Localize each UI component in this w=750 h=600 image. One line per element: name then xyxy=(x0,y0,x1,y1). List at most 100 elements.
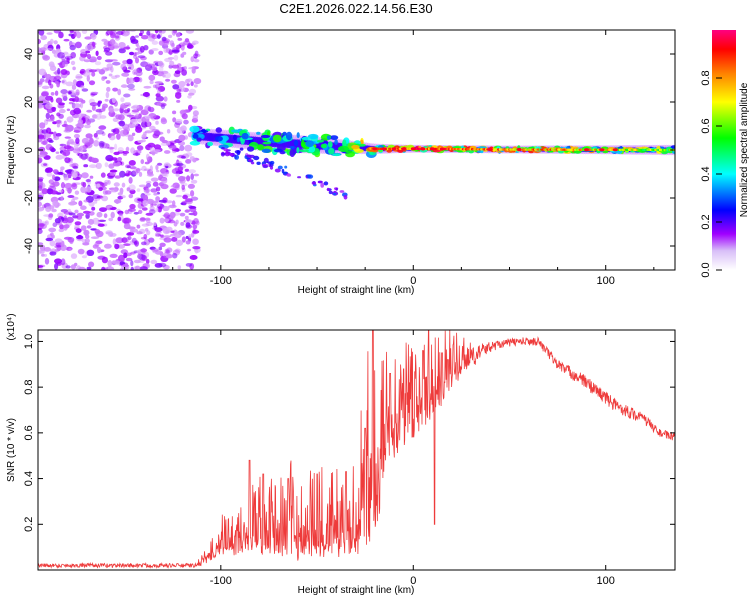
spectrogram-noise-blob xyxy=(91,105,96,111)
spectrogram-noise-blob xyxy=(89,56,97,63)
spectrogram-noise-blob xyxy=(126,58,133,65)
spectrogram-noise-blob xyxy=(71,84,77,90)
spectrogram-branch-blob xyxy=(333,192,336,196)
spectrogram-noise-blob xyxy=(172,117,177,123)
spectrogram-noise-blob xyxy=(140,248,148,253)
spectrogram-ytick-label: -20 xyxy=(23,190,35,206)
spectrogram-noise-blob xyxy=(59,147,65,151)
spectrogram-noise-blob xyxy=(156,34,161,39)
spectrogram-noise-blob xyxy=(38,207,43,212)
spectrogram-noise-blob xyxy=(53,40,58,45)
spectrogram-noise-blob xyxy=(86,53,92,60)
spectrogram-noise-blob xyxy=(188,234,192,239)
snr-series-line xyxy=(38,330,675,569)
spectrogram-xtick-label: 0 xyxy=(410,275,416,287)
spectrogram-signal-blob xyxy=(282,131,287,137)
spectrogram-noise-blob xyxy=(46,32,53,35)
spectrogram-noise-blob xyxy=(175,194,183,198)
spectrogram-noise-blob xyxy=(118,254,125,262)
spectrogram-noise-blob xyxy=(52,181,60,187)
spectrogram-noise-blob xyxy=(75,76,83,79)
spectrogram-noise-blob xyxy=(96,211,103,218)
spectrogram-noise-blob xyxy=(147,142,156,148)
spectrogram-noise-blob xyxy=(141,116,146,123)
spectrogram-noise-blob xyxy=(54,80,59,84)
spectrogram-noise-blob xyxy=(173,231,182,239)
spectrogram-noise-blob xyxy=(127,108,131,112)
spectrogram-noise-blob xyxy=(39,79,43,85)
spectrogram-noise-blob xyxy=(151,151,156,156)
spectrogram-noise-blob xyxy=(83,199,89,203)
spectrogram-noise-blob xyxy=(183,119,189,125)
spectrogram-noise-blob xyxy=(38,223,45,227)
spectrogram-noise-blob xyxy=(45,237,54,242)
spectrogram-noise-blob xyxy=(38,227,42,231)
spectrogram-signal-blob xyxy=(256,144,265,151)
spectrogram-signal-blob xyxy=(327,141,333,148)
spectrogram-noise-blob xyxy=(43,247,52,252)
spectrogram-noise-blob xyxy=(151,203,157,206)
spectrogram-noise-blob xyxy=(159,242,166,247)
spectrogram-noise-blob xyxy=(60,240,65,248)
spectrogram-marks xyxy=(38,30,675,270)
spectrogram-noise-blob xyxy=(179,145,185,152)
spectrogram-noise-blob xyxy=(127,66,132,70)
spectrogram-noise-blob xyxy=(190,190,195,197)
spectrogram-ytick-label: 20 xyxy=(23,96,35,108)
spectrogram-noise-blob xyxy=(107,260,113,267)
spectrogram-noise-blob xyxy=(145,222,154,226)
spectrogram-signal-blob xyxy=(285,131,293,141)
spectrogram-noise-blob xyxy=(120,249,128,255)
spectrogram-noise-blob xyxy=(154,84,161,89)
spectrogram-noise-blob xyxy=(161,139,168,144)
snr-xlabel: Height of straight line (km) xyxy=(298,585,415,596)
spectrogram-noise-blob xyxy=(89,175,94,179)
spectrogram-noise-blob xyxy=(70,52,76,59)
spectrogram-branch-blob xyxy=(317,180,323,184)
spectrogram-noise-blob xyxy=(71,169,78,176)
colorbar-tick-label: 0.2 xyxy=(700,214,712,229)
spectrogram-noise-blob xyxy=(134,114,141,119)
spectrogram-noise-blob xyxy=(175,239,184,246)
spectrogram-noise-blob xyxy=(91,157,99,164)
spectrogram-noise-blob xyxy=(131,109,139,113)
spectrogram-noise-blob xyxy=(83,164,89,168)
spectrogram-signal-blob xyxy=(307,133,319,140)
snr-panel: -100 0 100 0.2 0.4 0.6 0.8 1.0 (x10⁴) Height of… xyxy=(6,313,676,596)
spectrogram-noise-blob xyxy=(160,103,166,110)
spectrogram-noise-blob xyxy=(150,177,159,182)
spectrogram-noise-blob xyxy=(101,76,106,81)
spectrogram-noise-blob xyxy=(60,89,68,95)
spectrogram-noise-blob xyxy=(85,44,94,52)
snr-xtick-label: -100 xyxy=(210,575,232,587)
spectrogram-noise-blob xyxy=(90,236,100,239)
spectrogram-noise-blob xyxy=(53,135,60,141)
spectrogram-noise-blob xyxy=(120,63,127,70)
spectrogram-noise-blob xyxy=(38,47,42,54)
spectrogram-noise-blob xyxy=(42,204,46,209)
spectrogram-signal-blob xyxy=(332,153,341,157)
spectrogram-noise-blob xyxy=(45,119,55,122)
spectrogram-noise-blob xyxy=(128,194,134,199)
spectrogram-noise-blob xyxy=(184,38,190,43)
spectrogram-noise-blob xyxy=(110,188,118,193)
spectrogram-noise-blob xyxy=(146,198,155,204)
spectrogram-noise-blob xyxy=(145,64,153,71)
spectrogram-noise-blob xyxy=(189,156,195,161)
spectrogram-noise-blob xyxy=(38,201,42,208)
spectrogram-signal-blob xyxy=(273,148,283,153)
spectrogram-noise-blob xyxy=(193,173,199,177)
spectrogram-peak xyxy=(516,147,522,152)
spectrogram-signal-blob xyxy=(272,134,282,143)
spectrogram-noise-blob xyxy=(60,258,66,266)
spectrogram-noise-blob xyxy=(185,240,191,245)
spectrogram-noise-blob xyxy=(159,217,165,224)
spectrogram-noise-blob xyxy=(142,200,149,207)
spectrogram-noise-blob xyxy=(180,44,185,51)
spectrogram-ticks: -100 0 100 -40 -20 0 20 40 xyxy=(23,30,675,287)
spectrogram-noise-blob xyxy=(156,169,160,173)
spectrogram-noise-blob xyxy=(55,151,60,154)
spectrogram-ytick-label: 0 xyxy=(23,147,35,153)
spectrogram-noise-blob xyxy=(69,44,76,51)
spectrogram-noise-blob xyxy=(124,209,129,215)
